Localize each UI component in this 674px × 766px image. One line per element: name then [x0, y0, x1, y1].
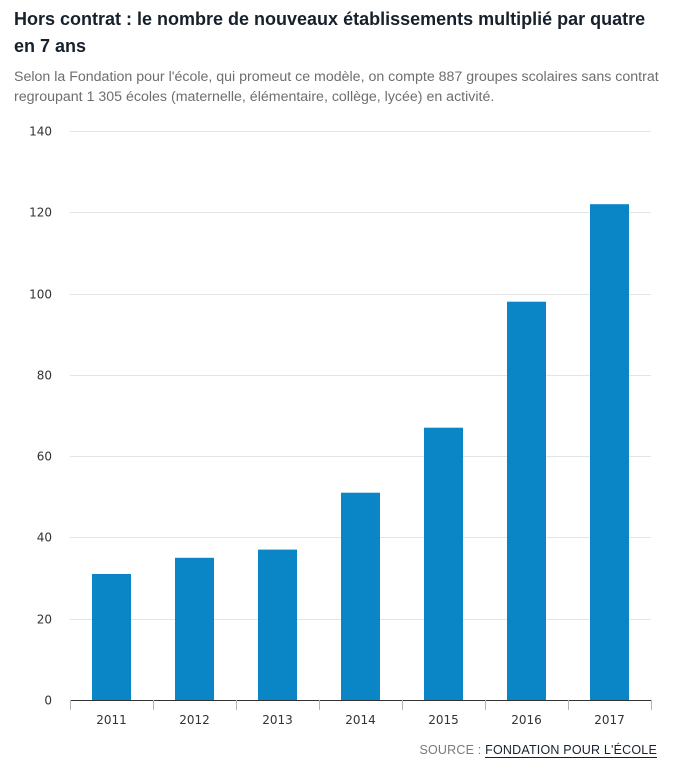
y-tick-label: 80 — [37, 369, 52, 383]
grid-lines — [70, 131, 651, 620]
y-tick-label: 20 — [37, 613, 52, 627]
bar-2017 — [590, 204, 629, 700]
bar-2013 — [258, 549, 297, 700]
source-credit: SOURCE : FONDATION POUR L'ÉCOLE — [419, 743, 657, 758]
bar-2014 — [341, 492, 380, 700]
chart-title: Hors contrat : le nombre de nouveaux éta… — [14, 9, 646, 56]
y-tick-label: 0 — [44, 694, 52, 708]
x-tick-label: 2014 — [345, 713, 376, 727]
bar-2012 — [175, 557, 214, 701]
bars — [92, 204, 629, 701]
y-axis: 0 20 40 60 80 100 120 140 — [29, 125, 52, 708]
source-link[interactable]: FONDATION POUR L'ÉCOLE — [485, 743, 657, 758]
y-tick-label: 40 — [37, 531, 52, 545]
bar-2016 — [507, 301, 546, 700]
x-tick-label: 2013 — [262, 713, 293, 727]
y-tick-label: 100 — [29, 288, 52, 302]
x-tick-label: 2011 — [96, 713, 127, 727]
source-prefix: SOURCE : — [419, 743, 486, 757]
y-tick-label: 120 — [29, 206, 52, 220]
x-axis: 2011 2012 2013 2014 2015 2016 2017 — [70, 700, 652, 727]
bar-2011 — [92, 574, 131, 700]
bar-2015 — [424, 427, 463, 700]
x-tick-label: 2015 — [428, 713, 459, 727]
x-tick-label: 2017 — [594, 713, 625, 727]
chart-subtitle: Selon la Fondation pour l'école, qui pro… — [14, 69, 659, 105]
x-tick-label: 2016 — [511, 713, 542, 727]
x-tick-label: 2012 — [179, 713, 210, 727]
y-tick-label: 140 — [29, 125, 52, 139]
y-tick-label: 60 — [37, 450, 52, 464]
